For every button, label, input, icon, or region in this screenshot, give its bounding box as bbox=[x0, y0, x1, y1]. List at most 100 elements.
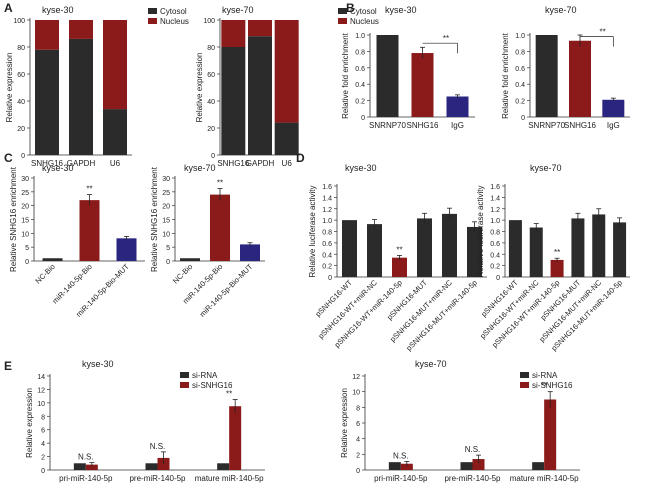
x-tick-label: SNHG16 bbox=[406, 121, 439, 130]
chart-title: kyse-70 bbox=[184, 163, 216, 173]
y-tick-label: 40 bbox=[17, 99, 25, 106]
y-tick-label: 30 bbox=[162, 176, 170, 183]
bar bbox=[367, 224, 382, 277]
significance-label: ** bbox=[217, 179, 223, 188]
legend-swatch bbox=[148, 8, 157, 14]
y-tick-label: 2 bbox=[356, 452, 360, 459]
x-tick-label: SNRNP70 bbox=[369, 121, 406, 130]
significance-label: ** bbox=[600, 28, 606, 37]
bar bbox=[180, 258, 200, 261]
y-tick-label: 0.4 bbox=[490, 252, 500, 259]
y-tick-label: 12 bbox=[352, 374, 360, 381]
bar bbox=[569, 40, 591, 117]
y-tick-label: 1.0 bbox=[355, 33, 365, 40]
chart-title: kyse-30 bbox=[385, 5, 417, 15]
y-tick-label: 6 bbox=[41, 428, 45, 435]
bar-si-rna bbox=[532, 462, 545, 470]
y-tick-label: 0.6 bbox=[490, 241, 500, 248]
y-tick-label: 20 bbox=[207, 126, 215, 133]
y-tick-label: 1.4 bbox=[490, 195, 500, 202]
legend-label: si-RNA bbox=[192, 371, 218, 380]
bar-si-rna bbox=[145, 463, 158, 470]
legend-label: Nucleus bbox=[350, 17, 379, 26]
bar-si-snhg16 bbox=[400, 463, 413, 470]
bar bbox=[602, 99, 625, 117]
y-tick-label: 10 bbox=[162, 231, 170, 238]
y-axis-label: Relative fold enrichment bbox=[341, 32, 350, 119]
bar-nucleus bbox=[274, 20, 299, 123]
bar-nucleus bbox=[35, 20, 59, 50]
y-tick-label: 1.6 bbox=[322, 184, 332, 191]
y-tick-label: 0 bbox=[211, 153, 215, 160]
bar bbox=[411, 53, 434, 117]
legend-swatch bbox=[180, 382, 189, 388]
bar-si-snhg16 bbox=[85, 464, 98, 470]
y-tick-label: 100 bbox=[13, 18, 25, 25]
bar-si-rna bbox=[73, 463, 86, 470]
x-tick-label: pri-miR-140-5p bbox=[374, 474, 428, 483]
y-tick-label: 1.2 bbox=[322, 207, 332, 214]
legend-label: si-SNHG16 bbox=[192, 381, 233, 390]
legend-label: Cytosol bbox=[160, 7, 187, 16]
chart-title: kyse-30 bbox=[82, 359, 114, 369]
y-tick-label: 0 bbox=[361, 115, 365, 122]
bar bbox=[508, 220, 522, 277]
y-tick-label: 0 bbox=[521, 115, 525, 122]
y-tick-label: 20 bbox=[21, 204, 29, 211]
panel-letter: A bbox=[4, 1, 13, 15]
x-tick-label: U6 bbox=[282, 159, 293, 168]
chart-panel-7: kyse-70 0 0.2 0.4 0.6 0.8 1.0 1.2 1.4 1.6 Relative… bbox=[476, 163, 630, 353]
y-axis-label: Relative luciferase activity bbox=[308, 185, 317, 277]
y-tick-label: 1.6 bbox=[490, 184, 500, 191]
significance-label: N.S. bbox=[393, 451, 409, 460]
y-tick-label: 100 bbox=[203, 18, 215, 25]
bar-si-snhg16 bbox=[472, 459, 485, 470]
bar bbox=[342, 220, 357, 277]
y-axis-label: Relative expression bbox=[5, 53, 14, 123]
y-tick-label: 20 bbox=[17, 126, 25, 133]
y-tick-label: 0.4 bbox=[322, 252, 332, 259]
y-tick-label: 10 bbox=[37, 401, 45, 408]
y-tick-label: 8 bbox=[41, 414, 45, 421]
y-tick-label: 15 bbox=[21, 218, 29, 225]
y-axis-label: Relative luciferase activity bbox=[476, 185, 485, 277]
y-tick-label: 0.8 bbox=[515, 49, 525, 56]
chart-title: kyse-70 bbox=[545, 5, 577, 15]
legend-swatch bbox=[148, 18, 157, 24]
bar bbox=[116, 238, 137, 261]
x-tick-label: SNHG16 bbox=[564, 121, 597, 130]
y-tick-label: 0.8 bbox=[322, 230, 332, 237]
bar-nucleus bbox=[221, 20, 246, 47]
y-axis-label: Relative fold enrichment bbox=[501, 32, 510, 119]
bar bbox=[417, 218, 432, 277]
y-tick-label: 0.2 bbox=[515, 99, 525, 106]
bar bbox=[592, 214, 606, 277]
x-tick-label: GAPDH bbox=[67, 159, 96, 168]
y-tick-label: 0 bbox=[496, 275, 500, 282]
y-tick-label: 0 bbox=[21, 153, 25, 160]
chart-title: kyse-70 bbox=[222, 5, 254, 15]
x-tick-label: U6 bbox=[110, 159, 121, 168]
y-tick-label: 0.6 bbox=[515, 66, 525, 73]
y-tick-label: 5 bbox=[166, 245, 170, 252]
chart-title: kyse-30 bbox=[42, 5, 74, 15]
bar-cytosol bbox=[248, 36, 272, 156]
bar-cytosol bbox=[274, 122, 299, 155]
legend-swatch bbox=[338, 8, 347, 14]
significance-label: ** bbox=[554, 248, 560, 257]
bar-si-rna bbox=[460, 462, 473, 470]
legend-label: si-RNA bbox=[532, 371, 558, 380]
y-tick-label: 10 bbox=[352, 390, 360, 397]
y-tick-label: 0.6 bbox=[322, 241, 332, 248]
y-tick-label: 80 bbox=[207, 45, 215, 52]
x-tick-label: pre-miR-140-5p bbox=[444, 474, 501, 483]
x-tick-label: GAPDH bbox=[246, 159, 275, 168]
panel-letter: B bbox=[346, 1, 355, 15]
bar-nucleus bbox=[248, 20, 272, 37]
